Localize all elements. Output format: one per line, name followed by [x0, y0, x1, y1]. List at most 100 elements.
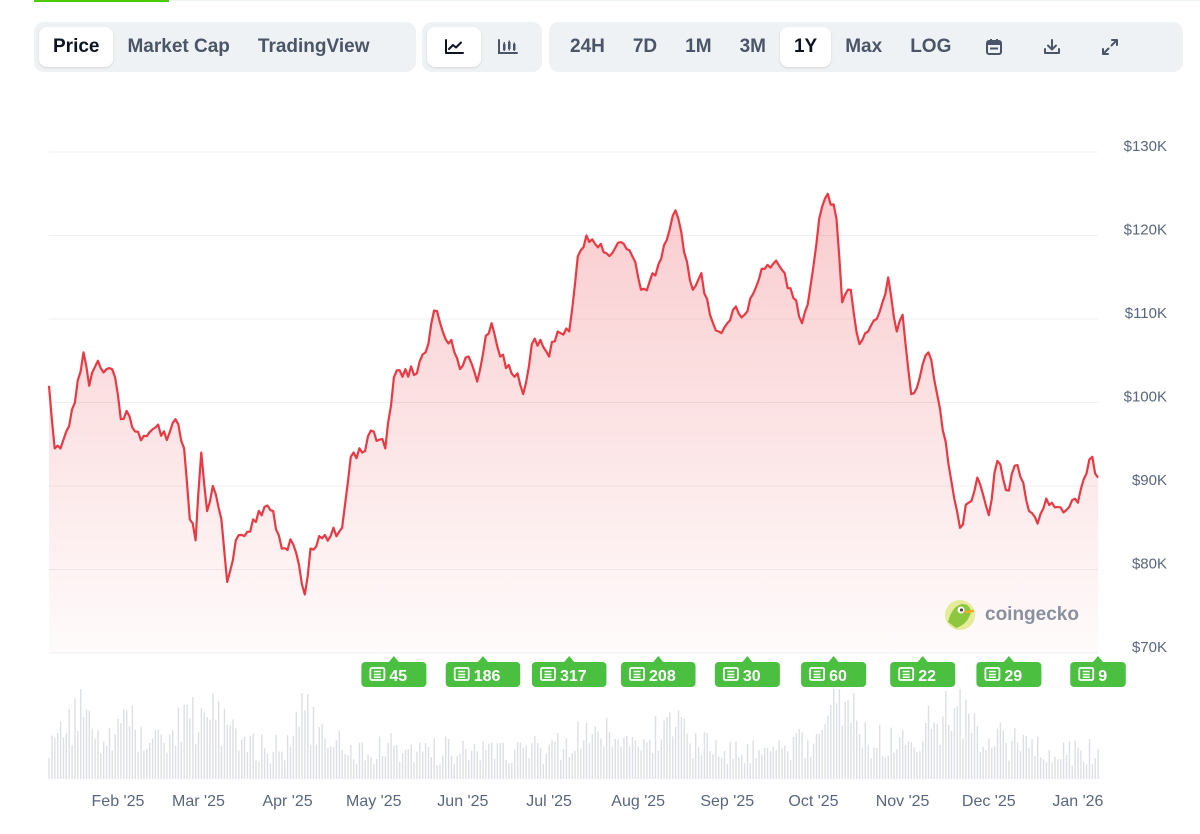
volume-bar	[309, 745, 312, 779]
volume-bar	[114, 734, 116, 779]
volume-bar	[833, 689, 835, 779]
volume-bar	[462, 740, 464, 779]
volume-bar	[361, 742, 364, 779]
volume-bar	[436, 765, 438, 779]
volume-bar	[1062, 742, 1065, 779]
news-badge[interactable]: 22	[890, 656, 956, 687]
volume-bar	[103, 741, 105, 779]
y-tick-label: $130K	[1124, 138, 1167, 155]
calendar-button[interactable]	[965, 27, 1023, 67]
volume-bar	[993, 746, 996, 779]
tab-tradingview[interactable]: TradingView	[257, 36, 370, 57]
volume-bar	[404, 749, 407, 779]
volume-bar	[189, 718, 191, 779]
newspaper-icon	[369, 667, 386, 681]
volume-bar	[439, 764, 441, 779]
volume-bar	[516, 742, 519, 779]
volume-bar	[554, 741, 556, 779]
y-tick-label: $80K	[1132, 556, 1167, 573]
volume-bar	[1065, 754, 1068, 779]
volume-bar	[1037, 736, 1039, 779]
volume-bar	[925, 723, 927, 779]
volume-bar	[640, 750, 642, 779]
volume-bar	[718, 756, 720, 779]
volume-bar	[218, 701, 220, 779]
news-badge[interactable]: 45	[361, 656, 427, 687]
volume-bar	[531, 743, 533, 779]
volume-bar	[384, 756, 387, 779]
volume-bar	[795, 733, 797, 779]
volume-bar	[715, 739, 717, 779]
news-badge[interactable]: 60	[801, 656, 867, 687]
volume-bar	[939, 744, 941, 779]
newspaper-icon	[540, 667, 556, 681]
volume-bar	[200, 707, 203, 779]
news-badge[interactable]: 208	[621, 656, 696, 687]
volume-bar	[450, 755, 453, 779]
news-badge[interactable]: 30	[714, 656, 780, 687]
volume-bar	[542, 764, 545, 779]
range-max-button[interactable]: Max	[845, 36, 883, 57]
price-area	[49, 193, 1098, 654]
line-chart-button[interactable]	[427, 27, 481, 67]
volume-bar	[853, 693, 855, 779]
volume-bars	[48, 689, 1099, 779]
volume-bar	[789, 760, 792, 779]
news-badge-count: 9	[1098, 668, 1107, 685]
volume-bar	[769, 751, 772, 779]
volume-bar	[258, 761, 260, 779]
newspaper-icon	[984, 667, 1001, 681]
volume-bar	[916, 752, 918, 779]
news-badge[interactable]: 186	[445, 656, 521, 687]
volume-bar	[1088, 739, 1091, 779]
tab-market-cap[interactable]: Market Cap	[127, 36, 230, 57]
candlestick-chart-button[interactable]	[481, 27, 535, 67]
volume-bar	[545, 753, 547, 779]
volume-bar	[154, 729, 157, 779]
volume-bar	[163, 742, 165, 779]
volume-bar	[654, 716, 657, 779]
volume-bar	[143, 750, 145, 779]
volume-bar	[344, 754, 346, 779]
volume-bar	[508, 763, 510, 779]
volume-bar	[57, 732, 59, 779]
volume-bar	[367, 754, 369, 779]
volume-bar	[284, 760, 286, 779]
tab-price[interactable]: Price	[39, 27, 114, 67]
volume-bar	[396, 745, 398, 779]
volume-bar	[838, 689, 841, 779]
volume-bar	[318, 727, 320, 779]
y-tick-label: $110K	[1125, 305, 1167, 322]
range-24h-button[interactable]: 24H	[570, 36, 605, 57]
volume-bar	[281, 751, 283, 779]
news-badge[interactable]: 29	[976, 656, 1042, 687]
range-7d-button[interactable]: 7D	[632, 36, 658, 57]
news-badge[interactable]: 9	[1070, 656, 1126, 687]
volume-bar	[120, 723, 122, 779]
news-badge[interactable]: 317	[531, 656, 607, 687]
download-button[interactable]	[1023, 27, 1081, 67]
range-3m-button[interactable]: 3M	[739, 36, 766, 57]
volume-bar	[597, 731, 599, 779]
volume-bar	[272, 752, 274, 779]
range-1m-button[interactable]: 1M	[685, 36, 712, 57]
volume-bar	[1094, 758, 1096, 779]
volume-bar	[482, 741, 484, 779]
volume-bar	[473, 744, 476, 779]
volume-bar	[108, 728, 111, 779]
volume-bar	[626, 735, 628, 779]
news-badges: 45 186 317 208 30 60 22 29 9	[361, 656, 1126, 687]
y-tick-label: $120K	[1124, 222, 1167, 239]
fullscreen-button[interactable]	[1081, 27, 1139, 67]
volume-bar	[810, 756, 812, 779]
volume-bar	[94, 738, 96, 779]
watermark-text: coingecko	[985, 604, 1079, 625]
range-1y-button[interactable]: 1Y	[779, 27, 832, 67]
volume-bar	[1083, 761, 1085, 779]
volume-bar	[433, 738, 435, 779]
volume-bar	[922, 741, 924, 779]
volume-bar	[80, 689, 82, 779]
volume-bar	[353, 759, 355, 779]
log-scale-button[interactable]: LOG	[910, 36, 952, 57]
